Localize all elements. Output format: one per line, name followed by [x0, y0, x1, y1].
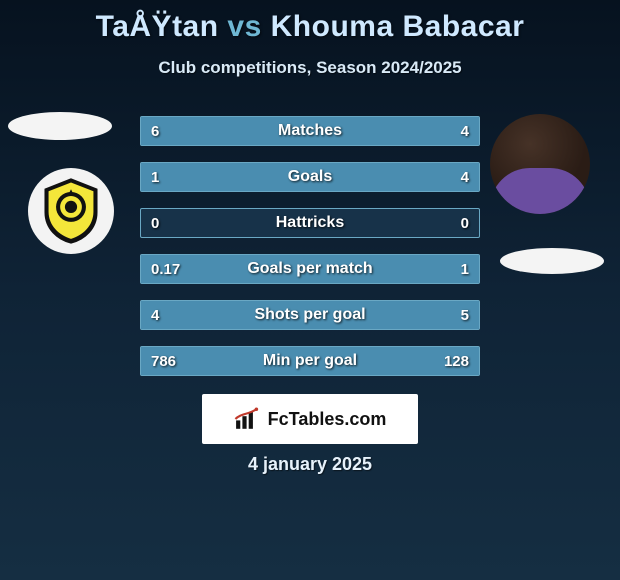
- category-label: Shots per goal: [141, 301, 479, 329]
- player2-photo: [490, 114, 590, 214]
- stat-row: 0.171Goals per match: [140, 254, 480, 284]
- stats-container: 64Matches 14Goals 00Hattricks 0.171Goals pe…: [140, 116, 480, 392]
- brand-prefix: Fc: [268, 409, 289, 429]
- date-text: 4 january 2025: [0, 454, 620, 475]
- category-label: Matches: [141, 117, 479, 145]
- stat-row: 00Hattricks: [140, 208, 480, 238]
- category-label: Goals per match: [141, 255, 479, 283]
- vs-text: vs: [227, 10, 261, 43]
- category-label: Min per goal: [141, 347, 479, 375]
- player1-name: TaÅŸtan: [96, 10, 219, 43]
- category-label: Hattricks: [141, 209, 479, 237]
- club-badge-icon: [37, 177, 105, 245]
- stat-row: 786128Min per goal: [140, 346, 480, 376]
- category-label: Goals: [141, 163, 479, 191]
- subtitle: Club competitions, Season 2024/2025: [0, 58, 620, 78]
- stat-row: 14Goals: [140, 162, 480, 192]
- player1-photo: [8, 112, 112, 140]
- player2-shirt: [490, 168, 590, 214]
- brand-main: Tables: [289, 409, 345, 429]
- stat-row: 64Matches: [140, 116, 480, 146]
- brand-text: FcTables.com: [268, 409, 387, 430]
- footer-brand: FcTables.com: [202, 394, 418, 444]
- stat-row: 45Shots per goal: [140, 300, 480, 330]
- brand-suffix: .com: [344, 409, 386, 429]
- brand-chart-icon: [234, 407, 262, 431]
- player2-name: Khouma Babacar: [271, 10, 525, 43]
- player2-club-badge: [500, 248, 604, 274]
- page-title: TaÅŸtan vs Khouma Babacar: [0, 0, 620, 44]
- player1-club-badge: [28, 168, 114, 254]
